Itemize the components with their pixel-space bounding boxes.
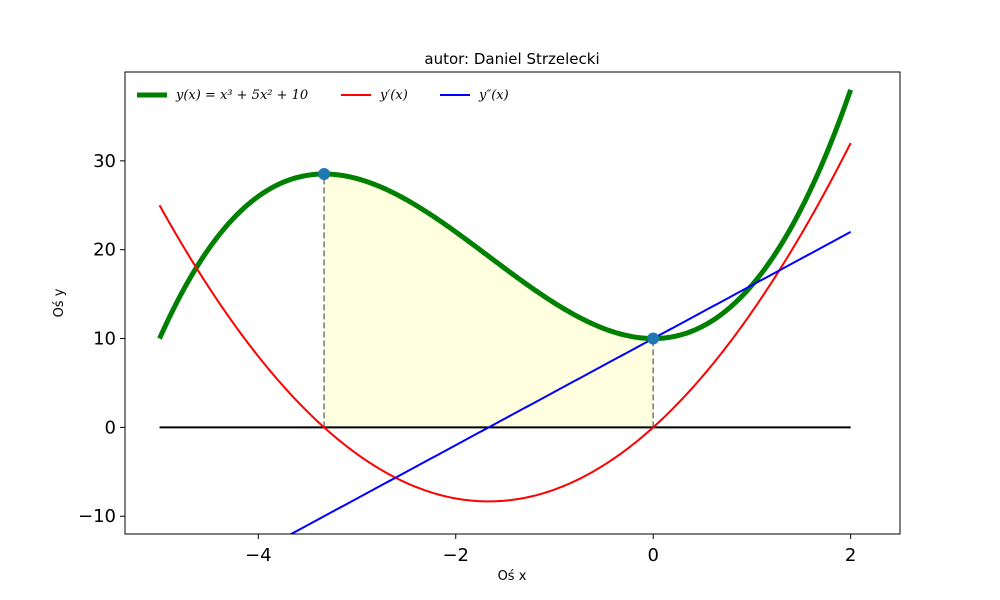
x-tick-label: −4 [245,545,272,566]
chart-title: autor: Daniel Strzelecki [424,50,599,68]
y-tick-label: 0 [105,417,116,438]
y-tick-label: 20 [93,240,116,261]
y-tick-label: 30 [93,151,116,172]
legend-label-y-prime: y′(x) [379,88,408,103]
shaded-region [324,174,654,428]
y-axis-label: Oś y [52,288,67,317]
extremum-marker [647,332,660,345]
dashed-lines [323,173,654,428]
plot-frame [124,71,901,535]
series-y-prime-line [158,142,852,503]
extremum-markers [318,167,660,345]
plot-area [157,88,853,534]
x-tick-label: −2 [442,545,469,566]
x-axis-label: Oś x [498,569,527,584]
x-tick-label: 2 [845,545,856,566]
y-tick-label: −10 [78,506,116,527]
series-y-line [157,88,853,342]
x-tick-label: 0 [647,545,658,566]
series-y-double-prime-line [289,231,852,534]
x-axis-ticks: −4 −2 0 2 [245,534,856,566]
legend: y(x) = x³ + 5x² + 10 y′(x) y″(x) [137,88,509,103]
y-axis-ticks: −10 0 10 20 30 [78,151,125,527]
legend-label-y: y(x) = x³ + 5x² + 10 [175,88,308,103]
extremum-marker [318,167,331,180]
y-tick-label: 10 [93,329,116,350]
legend-label-y-double-prime: y″(x) [478,88,509,103]
